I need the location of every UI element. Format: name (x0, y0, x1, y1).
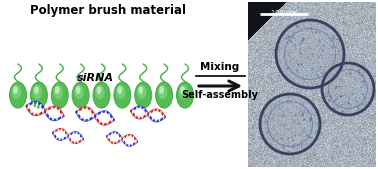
Ellipse shape (158, 85, 167, 99)
Ellipse shape (156, 82, 173, 108)
Ellipse shape (135, 82, 152, 108)
Ellipse shape (114, 82, 131, 108)
Text: 100 nm: 100 nm (271, 10, 297, 16)
Text: Polymer brush material: Polymer brush material (30, 4, 186, 17)
Ellipse shape (159, 86, 164, 94)
Ellipse shape (179, 85, 188, 99)
Ellipse shape (95, 85, 105, 99)
Ellipse shape (55, 86, 60, 94)
Ellipse shape (116, 85, 125, 99)
Text: siRNA: siRNA (76, 73, 113, 83)
Ellipse shape (9, 82, 26, 108)
Ellipse shape (138, 86, 143, 94)
Text: Self-assembly: Self-assembly (181, 90, 259, 100)
Ellipse shape (72, 82, 89, 108)
Ellipse shape (51, 82, 68, 108)
Ellipse shape (12, 85, 21, 99)
Ellipse shape (177, 82, 194, 108)
Circle shape (322, 63, 374, 115)
Ellipse shape (137, 85, 146, 99)
Ellipse shape (93, 82, 110, 108)
Ellipse shape (33, 85, 42, 99)
Ellipse shape (13, 86, 18, 94)
Ellipse shape (97, 86, 101, 94)
Ellipse shape (76, 86, 81, 94)
Ellipse shape (34, 86, 39, 94)
Ellipse shape (74, 85, 84, 99)
Circle shape (260, 94, 320, 154)
Circle shape (276, 20, 344, 88)
Ellipse shape (54, 85, 63, 99)
Ellipse shape (118, 86, 122, 94)
Text: Mixing: Mixing (200, 62, 240, 72)
Ellipse shape (180, 86, 185, 94)
Ellipse shape (30, 82, 47, 108)
